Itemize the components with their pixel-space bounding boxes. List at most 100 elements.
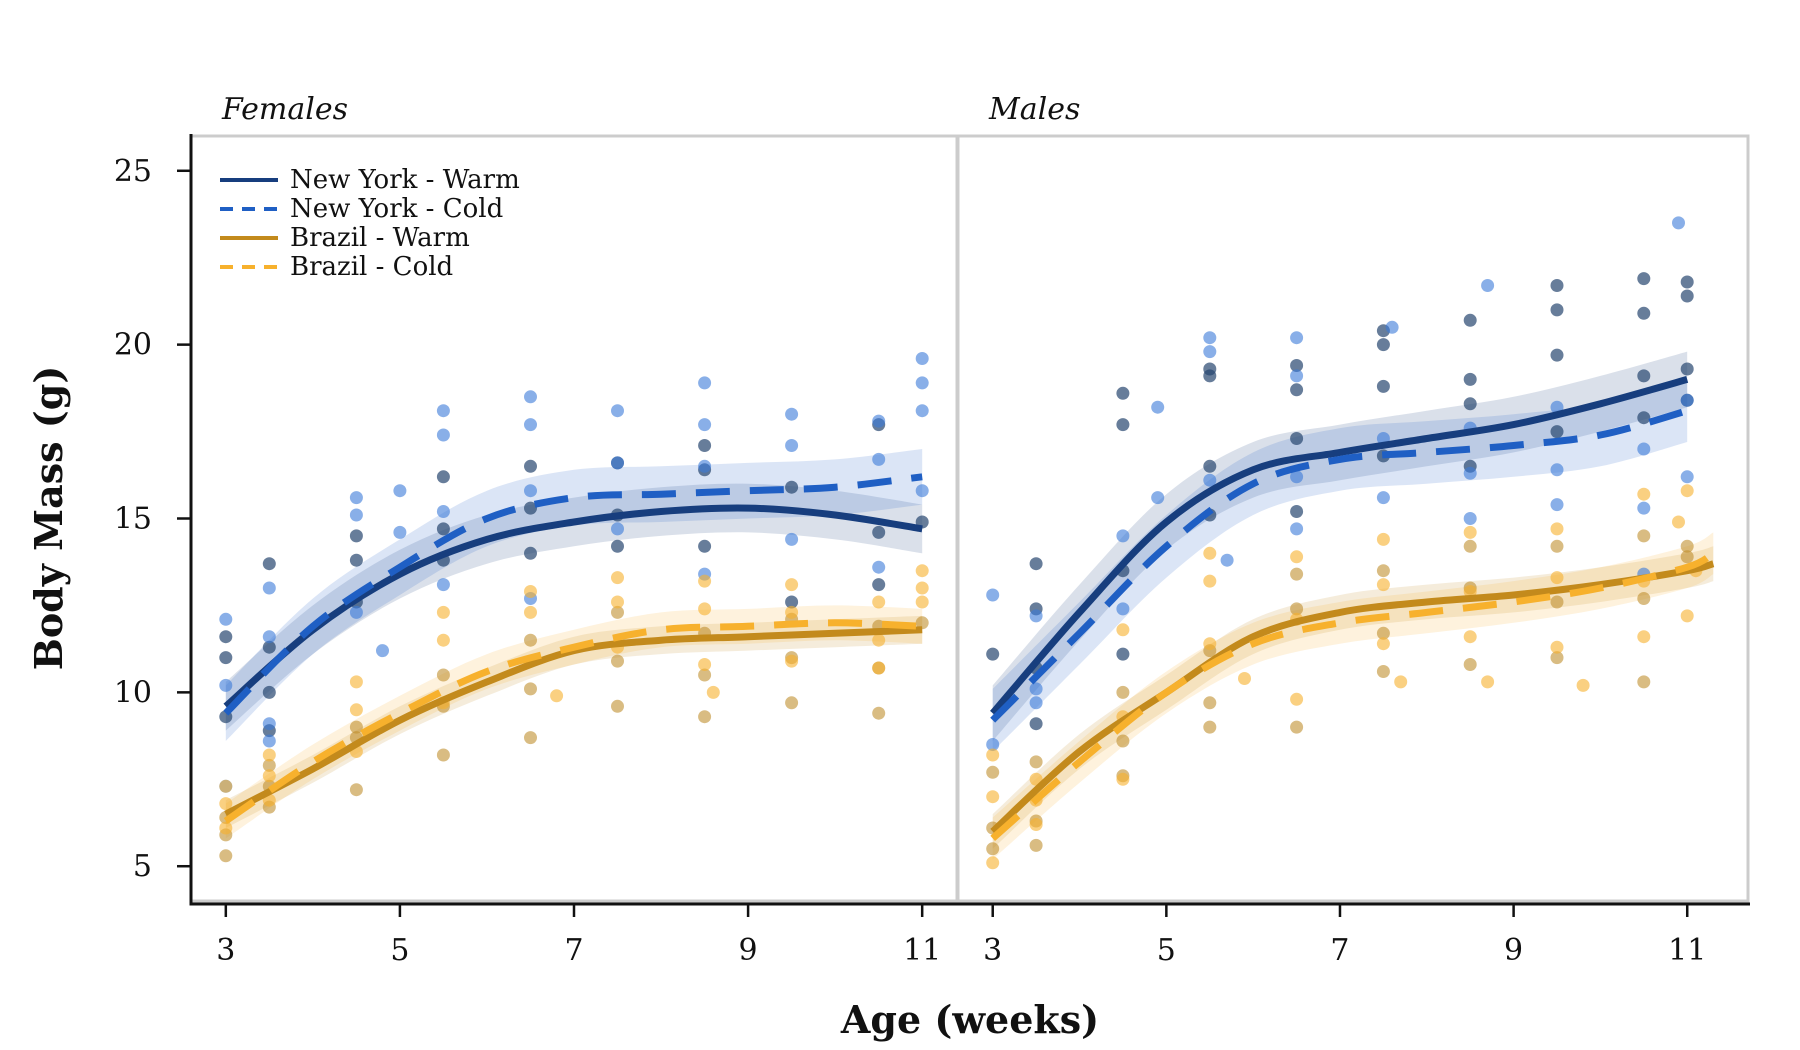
data-point-br_cold (1116, 772, 1130, 786)
data-point-br_cold (698, 602, 712, 616)
data-point-ny_cold (262, 717, 276, 731)
data-point-br_cold (1290, 550, 1304, 564)
data-point-br_cold (219, 779, 233, 793)
data-point-br_cold (1116, 623, 1130, 637)
trend-line-ny_cold (223, 473, 923, 716)
data-point-ny_warm (1290, 383, 1304, 397)
data-point-br_cold (1203, 637, 1217, 651)
data-point-br_cold (262, 748, 276, 762)
data-point-ny_cold (436, 404, 450, 418)
data-point-br_cold (219, 821, 233, 835)
data-point-br_cold (436, 633, 450, 647)
data-point-br_cold (986, 790, 1000, 804)
data-point-br_cold (872, 661, 886, 675)
data-point-ny_warm (1290, 505, 1304, 518)
data-point-br_warm (915, 616, 929, 630)
data-point-ny_cold (915, 352, 929, 365)
data-point-ny_cold (1550, 498, 1564, 512)
data-point-ny_cold (785, 439, 799, 452)
data-point-br_warm (1290, 567, 1304, 581)
data-point-ny_cold (785, 407, 799, 421)
data-point-br_warm (349, 720, 363, 734)
data-point-br_cold (872, 595, 886, 609)
data-point-ny_warm (1637, 411, 1651, 425)
data-point-ny_cold (349, 508, 363, 522)
data-point-ny_cold (986, 738, 1000, 751)
data-point-ny_warm (436, 522, 450, 536)
data-point-br_warm (1463, 658, 1477, 671)
data-point-ny_cold (1290, 470, 1304, 484)
data-point-ny_warm (524, 501, 537, 515)
data-point-ny_warm (785, 595, 799, 609)
data-point-br_warm (698, 710, 712, 724)
data-point-br_cold (1376, 578, 1390, 592)
x-tick-label: 11 (903, 933, 941, 968)
data-point-ny_warm (698, 539, 712, 553)
data-point-ny_cold (1151, 491, 1165, 505)
data-point-ny_cold (1637, 501, 1651, 515)
data-point-ny_cold (1463, 466, 1477, 480)
data-point-ny_cold (1151, 400, 1165, 414)
data-point-ny_cold (611, 456, 624, 470)
data-point-br_warm (1116, 685, 1130, 699)
data-point-ny_cold (262, 630, 276, 644)
data-point-br_cold (1550, 640, 1564, 654)
data-point-ny_cold (219, 678, 233, 692)
panel-frame (956, 134, 1750, 903)
data-point-br_cold (550, 689, 564, 703)
data-point-ny_cold (1116, 602, 1130, 616)
data-point-br_cold (436, 605, 450, 619)
data-point-ny_warm (986, 647, 1000, 661)
data-point-ny_cold (698, 459, 712, 473)
y-tick-label: 15 (114, 502, 152, 537)
data-point-ny_warm (1550, 303, 1564, 317)
data-point-ny_warm (698, 439, 712, 452)
data-point-br_cold (915, 595, 929, 609)
data-point-br_cold (262, 769, 276, 783)
x-tick-label: 7 (1330, 933, 1349, 968)
data-point-ny_warm (219, 651, 233, 665)
data-point-ny_cold (393, 525, 407, 539)
data-point-ny_warm (436, 470, 450, 484)
legend-label-ny_warm: New York - Warm (290, 165, 520, 195)
trend-line-br_cold (223, 619, 923, 824)
data-point-br_warm (1637, 592, 1651, 605)
data-point-ny_cold (349, 605, 363, 619)
data-point-br_warm (1550, 595, 1564, 609)
axes-layer: 3 5 7 9 11 3 5 7 9 11 5 10 15 20 25 (114, 134, 1750, 968)
data-point-br_cold (611, 571, 624, 585)
x-tick-label: 5 (1157, 933, 1176, 968)
data-point-ny_warm (611, 539, 624, 553)
data-point-br_warm (349, 783, 363, 797)
data-point-br_warm (1029, 755, 1043, 769)
data-point-ny_cold (1672, 216, 1685, 230)
data-point-br_cold (1550, 522, 1564, 536)
data-point-br_warm (1680, 539, 1694, 553)
data-point-br_cold (1576, 678, 1590, 692)
data-point-ny_cold (872, 560, 886, 574)
data-point-br_cold (1672, 515, 1685, 529)
data-point-br_cold (986, 748, 1000, 762)
data-point-ny_cold (1203, 331, 1217, 345)
data-point-br_cold (1550, 571, 1564, 585)
data-point-ny_cold (262, 734, 276, 748)
data-point-br_cold (1680, 484, 1694, 498)
panel-males: Males (956, 92, 1750, 903)
data-point-ny_cold (611, 404, 624, 418)
data-point-br_cold (1463, 525, 1477, 539)
trend-line-br_cold (990, 550, 1716, 842)
data-point-ny_cold (1116, 529, 1130, 543)
data-point-ny_warm (1116, 386, 1130, 400)
y-tick-label: 20 (114, 328, 152, 363)
data-point-ny_cold (393, 484, 407, 498)
data-point-br_warm (1550, 651, 1564, 665)
data-point-ny_cold (1550, 463, 1564, 477)
data-point-br_cold (872, 633, 886, 647)
panels-layer: Females Males (189, 92, 1750, 903)
y-tick-label: 10 (114, 675, 152, 710)
data-point-ny_warm (1550, 425, 1564, 439)
data-point-ny_cold (1029, 696, 1043, 710)
data-point-br_cold (1029, 818, 1043, 831)
data-point-ny_warm (1463, 313, 1477, 327)
